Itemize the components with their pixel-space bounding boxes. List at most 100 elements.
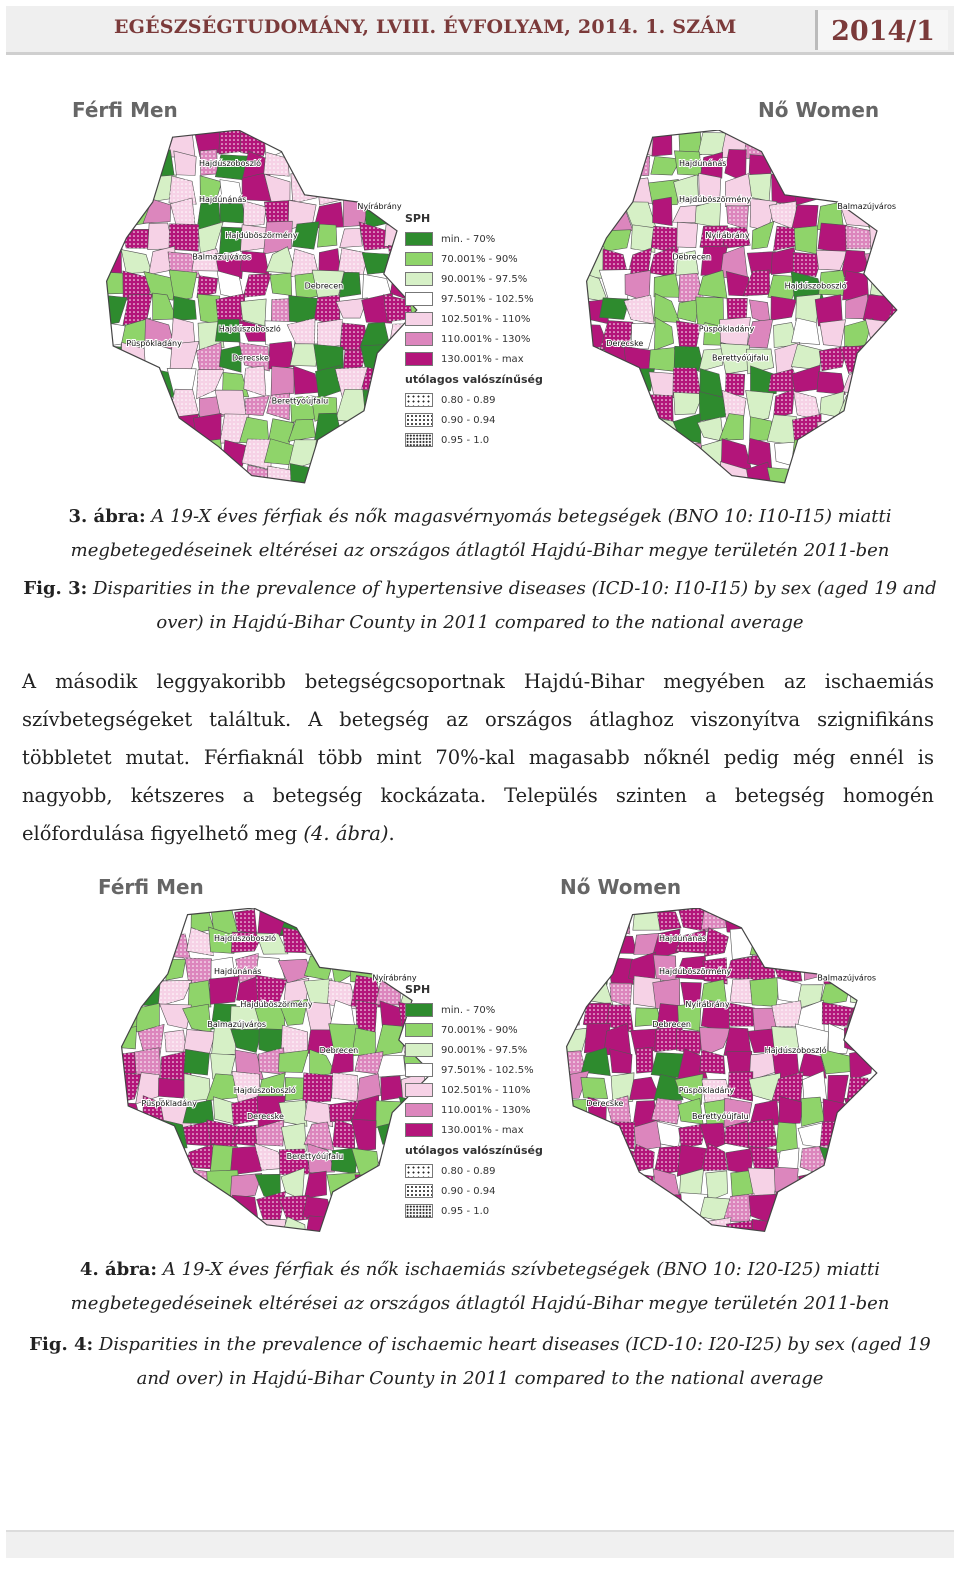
map-municipality: [351, 926, 379, 956]
map-municipality: [376, 928, 405, 959]
map-municipality: [304, 908, 335, 935]
fig4-legend-prob-item: 0.95 - 1.0: [405, 1201, 543, 1221]
map-municipality: [208, 1215, 237, 1232]
map-municipality: [605, 908, 631, 935]
map-municipality: [280, 1122, 307, 1152]
map-significance-pattern: [887, 179, 897, 205]
figure-4-legend: SPH min. - 70% 70.001% - 90% 90.001% - 97.5…: [405, 983, 543, 1221]
map-municipality: [816, 436, 846, 463]
map-municipality: [647, 468, 678, 483]
fig4-legend-pattern: [405, 1164, 433, 1178]
fig4-legend-item: 97.501% - 102.5%: [405, 1060, 543, 1080]
map-significance-pattern: [388, 150, 417, 183]
map-town-label: Derecske: [606, 339, 643, 348]
map-significance-pattern: [121, 1216, 142, 1232]
map-municipality: [631, 323, 656, 350]
fig4-legend-item: 110.001% - 130%: [405, 1100, 543, 1120]
map-municipality: [219, 203, 246, 224]
map-municipality: [676, 299, 700, 323]
map-municipality: [106, 198, 129, 225]
map-significance-pattern: [423, 954, 432, 985]
map-municipality: [599, 181, 632, 206]
fig4-legend-item: min. - 70%: [405, 1000, 543, 1020]
map-municipality: [746, 461, 772, 483]
map-municipality: [581, 1047, 611, 1077]
map-significance-pattern: [675, 930, 708, 954]
map-municipality: [863, 250, 895, 276]
figure-3-caption-hu-text: A 19-X éves férfiak és nők magasvérnyomá…: [70, 506, 892, 561]
map-municipality: [748, 173, 772, 202]
map-municipality: [653, 293, 681, 323]
map-significance-pattern: [327, 1218, 359, 1232]
map-municipality: [817, 130, 845, 153]
map-town-label: Hajdúböszörmény: [679, 194, 751, 204]
map-municipality: [106, 368, 130, 399]
map-municipality: [795, 130, 822, 159]
map-municipality: [887, 179, 897, 205]
figure-3-men-title: Férfi Men: [72, 98, 178, 122]
map-municipality: [354, 1174, 384, 1197]
map-municipality: [162, 1198, 187, 1216]
map-municipality: [599, 297, 630, 320]
map-municipality: [775, 1121, 798, 1154]
map-municipality: [229, 1173, 263, 1199]
map-municipality: [632, 908, 661, 931]
map-municipality: [888, 316, 897, 351]
map-municipality: [670, 465, 700, 483]
map-municipality: [873, 1026, 877, 1051]
map-significance-pattern: [771, 1071, 803, 1103]
map-significance-pattern: [215, 293, 245, 327]
map-municipality: [122, 413, 150, 448]
map-municipality: [566, 999, 582, 1026]
map-significance-pattern: [819, 1121, 850, 1149]
map-municipality: [815, 249, 849, 271]
map-municipality: [121, 1167, 143, 1197]
map-municipality: [121, 465, 147, 483]
map-significance-pattern: [842, 179, 869, 203]
map-municipality: [146, 462, 171, 483]
map-municipality: [673, 174, 699, 204]
journal-title: EGÉSZSÉGTUDOMÁNY, LVIII. ÉVFOLYAM, 2014.…: [114, 16, 737, 38]
map-significance-pattern: [206, 1119, 239, 1153]
map-municipality: [229, 1005, 264, 1033]
fig4-legend-label: 0.95 - 1.0: [441, 1205, 490, 1217]
map-municipality: [315, 130, 344, 157]
map-municipality: [136, 1122, 165, 1149]
map-municipality: [842, 366, 873, 395]
figure-3-caption-hu: 3. ábra: A 19-X éves férfiak és nők maga…: [20, 500, 940, 568]
figure-3-caption-en-label: Fig. 3:: [23, 578, 88, 599]
figure-3-caption-hu-label: 3. ábra:: [68, 506, 146, 527]
map-municipality: [566, 981, 588, 1001]
map-significance-pattern: [701, 1079, 733, 1104]
map-municipality: [351, 1148, 381, 1176]
map-significance-pattern: [605, 908, 630, 935]
map-municipality: [673, 392, 704, 415]
map-significance-pattern: [864, 344, 892, 371]
fig3-legend-pattern: [405, 413, 433, 427]
map-municipality: [791, 364, 821, 393]
map-municipality: [122, 390, 153, 418]
map-municipality: [305, 927, 336, 959]
map-municipality: [375, 1197, 406, 1225]
map-significance-pattern: [726, 298, 748, 323]
map-municipality: [187, 980, 212, 1009]
map-significance-pattern: [725, 373, 745, 396]
map-municipality: [887, 443, 897, 468]
map-town-label: Derecske: [232, 353, 269, 362]
map-municipality: [304, 1170, 327, 1199]
figure-3-legend: SPH min. - 70% 70.001% - 90% 90.001% - 97.5…: [405, 212, 543, 450]
map-municipality: [869, 220, 897, 254]
map-significance-pattern: [354, 1051, 383, 1075]
map-significance-pattern: [353, 908, 381, 937]
map-significance-pattern: [704, 927, 729, 957]
map-significance-pattern: [821, 149, 846, 180]
map-municipality: [863, 176, 892, 206]
map-significance-pattern: [628, 389, 650, 423]
map-municipality: [586, 392, 610, 420]
map-municipality: [798, 1052, 827, 1079]
map-municipality: [143, 271, 177, 301]
map-significance-pattern: [186, 927, 214, 956]
map-municipality: [651, 928, 681, 961]
map-significance-pattern: [137, 1122, 165, 1148]
map-municipality: [864, 415, 896, 445]
